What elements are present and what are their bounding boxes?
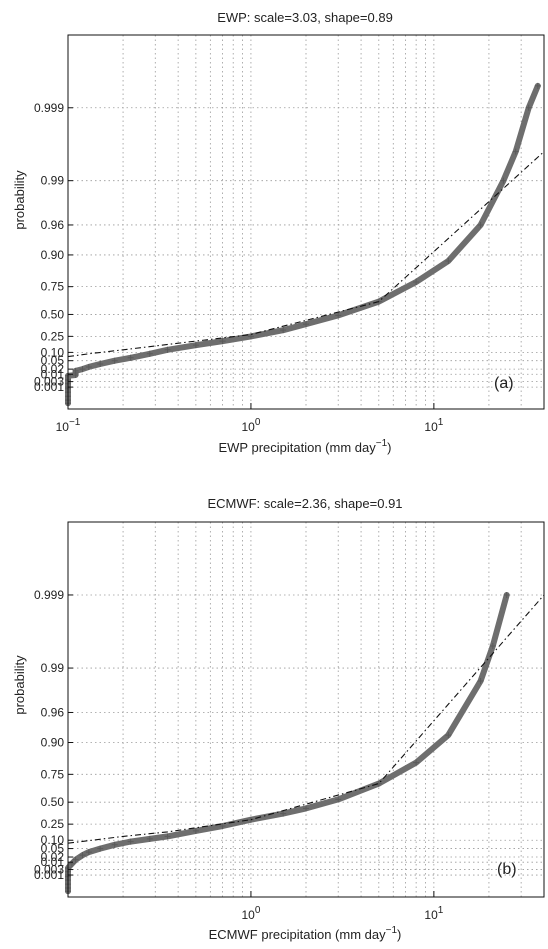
y-tick-label: 0.999: [34, 101, 64, 115]
panel-label: (a): [494, 375, 514, 392]
chart-panel-b: ECMWF: scale=2.36, shape=0.91 0.999 0.99 0…: [12, 496, 544, 942]
plot-frame: [68, 35, 544, 409]
y-axis-label: probability: [12, 655, 27, 715]
x-axis-label-exponent: −1: [376, 438, 388, 449]
y-tick-label: 0.25: [41, 817, 65, 831]
x-axis-label-exponent: −1: [386, 925, 398, 936]
y-tick-label: 0.90: [41, 736, 65, 750]
y-tick-label: 0.50: [41, 795, 65, 809]
y-tick-labels: 0.9990.990.960.900.750.500.250.100.050.0…: [34, 101, 73, 394]
y-tick-label: 0.90: [41, 248, 65, 262]
x-axis-label: ECMWF precipitation (mm day−1): [209, 925, 402, 942]
empirical-band: [68, 86, 538, 403]
y-tick-label: 0.001: [34, 380, 64, 394]
x-axis-label-text: EWP precipitation (mm day: [218, 440, 376, 455]
y-tick-label: 0.75: [41, 280, 65, 294]
y-tick-label: 0.25: [41, 329, 65, 343]
x-axis-label-close: ): [397, 927, 401, 942]
x-axis-label-close: ): [387, 440, 391, 455]
y-tick-label: 0.99: [41, 174, 65, 188]
x-tick-label: 10−1: [56, 417, 81, 434]
x-tick-label: 100: [241, 417, 260, 434]
empirical-band: [68, 595, 507, 891]
y-tick-label: 0.75: [41, 767, 65, 781]
chart-panel-a: EWP: scale=3.03, shape=0.89 0.999 0.99 0.9…: [12, 10, 544, 455]
data-series: [65, 83, 544, 406]
y-tick-label: 0.96: [41, 705, 65, 719]
x-axis-label: EWP precipitation (mm day−1): [218, 438, 391, 455]
grid: [68, 35, 544, 409]
y-tick-label: 0.999: [34, 588, 64, 602]
y-tick-label: 0.50: [41, 307, 65, 321]
y-axis-label: probability: [12, 170, 27, 230]
chart-title: EWP: scale=3.03, shape=0.89: [217, 10, 393, 25]
x-axis-label-text: ECMWF precipitation (mm day: [209, 927, 386, 942]
chart-title: ECMWF: scale=2.36, shape=0.91: [207, 496, 402, 511]
y-tick-label: 0.96: [41, 218, 65, 232]
x-tick-label: 101: [424, 417, 443, 434]
y-tick-labels: 0.9990.990.960.900.750.500.250.100.050.0…: [34, 588, 73, 882]
x-tick-labels: 100 101: [241, 891, 443, 922]
x-tick-label: 101: [424, 905, 443, 922]
y-tick-label: 0.001: [34, 868, 64, 882]
panel-label: (b): [497, 861, 517, 878]
x-tick-label: 100: [241, 905, 260, 922]
x-tick-labels: 10−1 100 101: [56, 403, 444, 434]
y-tick-label: 0.99: [41, 661, 65, 675]
